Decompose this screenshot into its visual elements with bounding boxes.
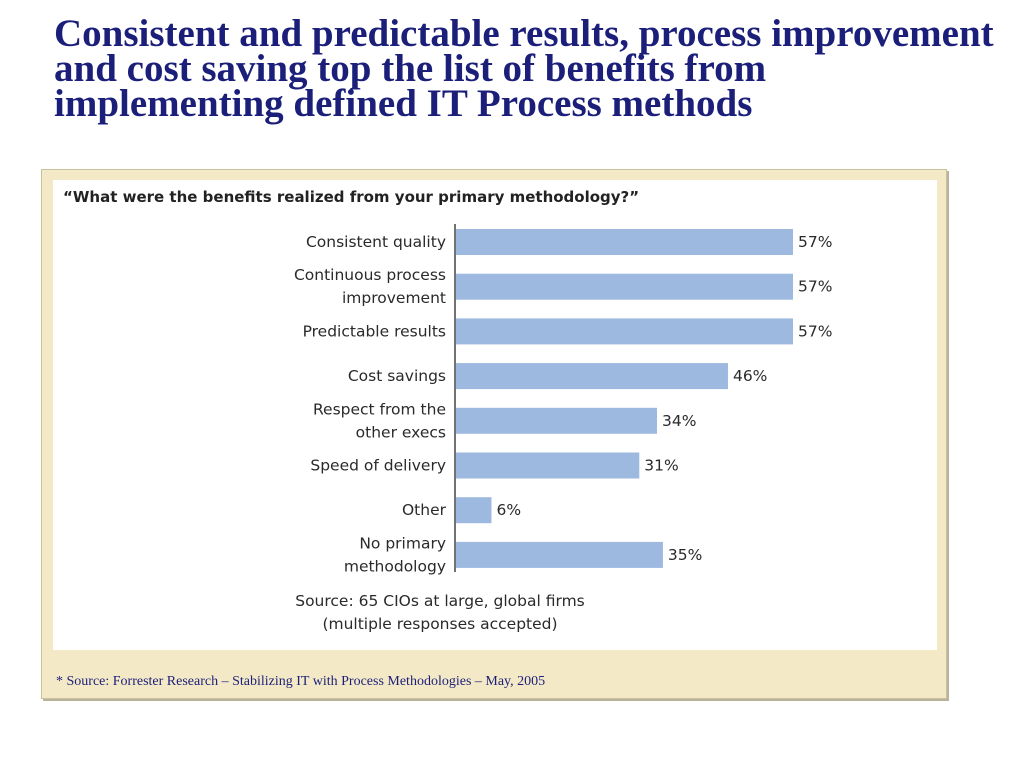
- bar-chart: “What were the benefits realized from yo…: [63, 188, 832, 633]
- chart-title: “What were the benefits realized from yo…: [63, 188, 639, 206]
- bar-2: [456, 318, 793, 345]
- value-label-4: 34%: [662, 412, 696, 430]
- value-labels: 57% 57% 57% 46% 34% 31% 6% 35%: [496, 233, 832, 564]
- category-label-1-0: Continuous process: [294, 266, 446, 284]
- chart-panel: “What were the benefits realized from yo…: [41, 169, 947, 699]
- category-label-4-0: Respect from the: [313, 400, 446, 418]
- category-label-7-1: methodology: [344, 557, 446, 575]
- category-label-2: Predictable results: [303, 322, 446, 340]
- value-label-5: 31%: [644, 457, 678, 475]
- bar-3: [456, 363, 728, 390]
- category-label-0: Consistent quality: [306, 233, 446, 251]
- category-label-3: Cost savings: [348, 367, 446, 385]
- bars-group: [456, 229, 793, 568]
- bar-7: [456, 541, 663, 568]
- footnote-source: * Source: Forrester Research – Stabilizi…: [56, 674, 546, 689]
- bar-6: [456, 497, 492, 524]
- bar-5: [456, 452, 640, 479]
- value-label-0: 57%: [798, 233, 832, 251]
- bar-4: [456, 407, 658, 434]
- value-label-7: 35%: [668, 546, 702, 564]
- category-labels: Consistent quality Continuous process impr…: [294, 233, 447, 575]
- chart-source: Source: 65 CIOs at large, global firms (m…: [295, 592, 585, 633]
- value-label-3: 46%: [733, 367, 767, 385]
- category-label-5: Speed of delivery: [310, 457, 446, 475]
- category-label-1-1: improvement: [342, 289, 446, 307]
- source-line-1: (multiple responses accepted): [322, 615, 557, 633]
- value-label-2: 57%: [798, 322, 832, 340]
- bar-1: [456, 273, 793, 300]
- slide-title: Consistent and predictable results, proc…: [54, 12, 994, 125]
- category-label-4-1: other execs: [356, 423, 446, 441]
- source-line-0: Source: 65 CIOs at large, global firms: [295, 592, 585, 610]
- chart-area: “What were the benefits realized from yo…: [53, 180, 937, 650]
- value-label-1: 57%: [798, 278, 832, 296]
- category-label-7-0: No primary: [359, 534, 446, 552]
- bar-0: [456, 229, 793, 255]
- value-label-6: 6%: [496, 501, 521, 519]
- category-label-6: Other: [402, 501, 447, 519]
